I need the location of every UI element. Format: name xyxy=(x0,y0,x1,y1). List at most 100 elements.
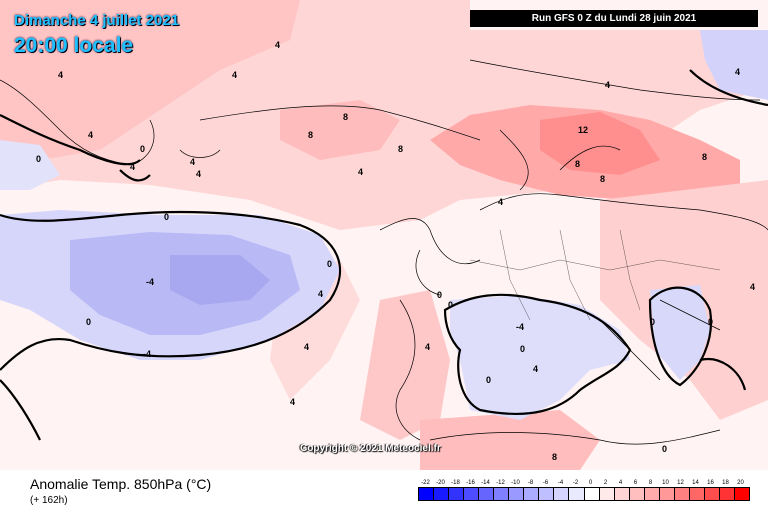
contour-label: 4 xyxy=(318,289,323,299)
scale-swatch xyxy=(569,488,585,500)
scale-tick-label: 18 xyxy=(722,480,729,486)
contour-label: -4 xyxy=(146,277,154,287)
scale-swatch xyxy=(509,488,525,500)
forecast-hour: (+ 162h) xyxy=(30,495,68,506)
contour-label: 4 xyxy=(130,162,135,172)
scale-tick-label: -6 xyxy=(542,480,549,486)
contour-label: 0 xyxy=(86,317,91,327)
contour-label: 4 xyxy=(190,157,195,167)
warm-region-africa xyxy=(420,410,600,470)
scale-swatch xyxy=(554,488,570,500)
contour-label: -4 xyxy=(143,349,151,359)
contour-label: 8 xyxy=(575,159,580,169)
scale-ticks: -22 -20 -18 -16 -14 -12 -10 -8 -6 -4 -2 0 2 4 6 8 10 12 14… xyxy=(418,480,748,486)
contour-label: 0 xyxy=(650,317,655,327)
scale-tick-label: -20 xyxy=(436,480,445,486)
scale-swatch xyxy=(479,488,495,500)
contour-label: 0 xyxy=(140,144,145,154)
contour-label: 0 xyxy=(662,444,667,454)
scale-swatch xyxy=(734,488,750,500)
scale-tick-label: 0 xyxy=(588,480,593,486)
scale-swatch xyxy=(434,488,450,500)
contour-label: 4 xyxy=(304,342,309,352)
contour-label: 0 xyxy=(486,375,491,385)
contour-label: 0 xyxy=(36,154,41,164)
warm-region-iberia xyxy=(360,290,450,440)
copyright: Copyright © 2021 Meteociel.fr xyxy=(300,443,441,454)
contour-label: 0 xyxy=(164,212,169,222)
scale-tick-label: 16 xyxy=(707,480,714,486)
warm-region-greenland xyxy=(0,0,300,160)
contour-label: -4 xyxy=(516,322,524,332)
scale-tick-label: 20 xyxy=(737,480,744,486)
run-info: Run GFS 0 Z du Lundi 28 juin 2021 xyxy=(470,10,758,27)
scale-swatch xyxy=(599,488,615,500)
contour-label: 4 xyxy=(750,282,755,292)
scale-tick-label: -4 xyxy=(557,480,564,486)
forecast-time: 20:00 locale xyxy=(14,34,134,57)
contour-label: 8 xyxy=(600,174,605,184)
cold-region-europe xyxy=(450,295,630,420)
contour-label: 4 xyxy=(275,40,280,50)
contour-label: 0 xyxy=(437,290,442,300)
contour-label: 4 xyxy=(533,364,538,374)
hot-core-scandinavia xyxy=(540,112,660,175)
contour-label: 0 xyxy=(448,300,453,310)
contour-label: 8 xyxy=(308,130,313,140)
scale-swatch xyxy=(464,488,480,500)
scale-swatch xyxy=(614,488,630,500)
contour-label: 8 xyxy=(552,452,557,462)
scale-swatch xyxy=(689,488,705,500)
anomaly-map: 4 4 4 4 4 4 0 4 0 4 8 8 8 4 4 12 8 8 8 4… xyxy=(0,0,768,470)
contour-label: 4 xyxy=(498,197,503,207)
scale-swatch xyxy=(524,488,540,500)
forecast-date: Dimanche 4 juillet 2021 xyxy=(14,12,180,29)
contour-label: 4 xyxy=(605,80,610,90)
scale-swatch xyxy=(494,488,510,500)
warm-region-atlantic xyxy=(280,100,400,160)
contour-label: 0 xyxy=(708,317,713,327)
scale-swatch xyxy=(539,488,555,500)
scale-tick-label: -16 xyxy=(466,480,475,486)
scale-tick-label: 14 xyxy=(692,480,699,486)
scale-swatch xyxy=(719,488,735,500)
map-title: Anomalie Temp. 850hPa (°C) xyxy=(30,476,212,492)
scale-tick-label: -22 xyxy=(421,480,430,486)
scale-swatch xyxy=(629,488,645,500)
contour-label: 4 xyxy=(232,70,237,80)
scale-tick-label: 2 xyxy=(603,480,608,486)
cold-region-ne xyxy=(700,30,768,100)
contour-label: 4 xyxy=(88,130,93,140)
cold-region-balkans xyxy=(650,285,710,380)
contour-label: 4 xyxy=(290,397,295,407)
cold-region-greenland-west xyxy=(0,140,60,190)
cold-core-atlantic-2 xyxy=(170,255,270,305)
scale-tick-label: 8 xyxy=(648,480,653,486)
contour-label: 4 xyxy=(425,342,430,352)
scale-tick-label: -2 xyxy=(572,480,579,486)
scale-swatch xyxy=(644,488,660,500)
contour-label: 4 xyxy=(735,67,740,77)
color-scale: -22 -20 -18 -16 -14 -12 -10 -8 -6 -4 -2 0 2 4 6 8 10 12 14… xyxy=(418,480,750,501)
scale-tick-label: 12 xyxy=(677,480,684,486)
scale-tick-label: -18 xyxy=(451,480,460,486)
scale-tick-label: -14 xyxy=(481,480,490,486)
contour-label: 8 xyxy=(702,152,707,162)
contour-label: 4 xyxy=(358,167,363,177)
contour-label: 12 xyxy=(578,125,588,135)
scale-tick-label: -10 xyxy=(511,480,520,486)
scale-swatch xyxy=(674,488,690,500)
scale-swatch xyxy=(419,488,435,500)
contour-label: 4 xyxy=(196,169,201,179)
scale-bar xyxy=(418,487,750,501)
contour-label: 0 xyxy=(327,259,332,269)
scale-swatch xyxy=(449,488,465,500)
scale-swatch xyxy=(704,488,720,500)
scale-swatch xyxy=(584,488,600,500)
scale-tick-label: -8 xyxy=(527,480,534,486)
contour-label: 4 xyxy=(58,70,63,80)
scale-tick-label: -12 xyxy=(496,480,505,486)
scale-tick-label: 10 xyxy=(662,480,669,486)
scale-swatch xyxy=(659,488,675,500)
footer: Anomalie Temp. 850hPa (°C) (+ 162h) -22-… xyxy=(0,470,768,512)
